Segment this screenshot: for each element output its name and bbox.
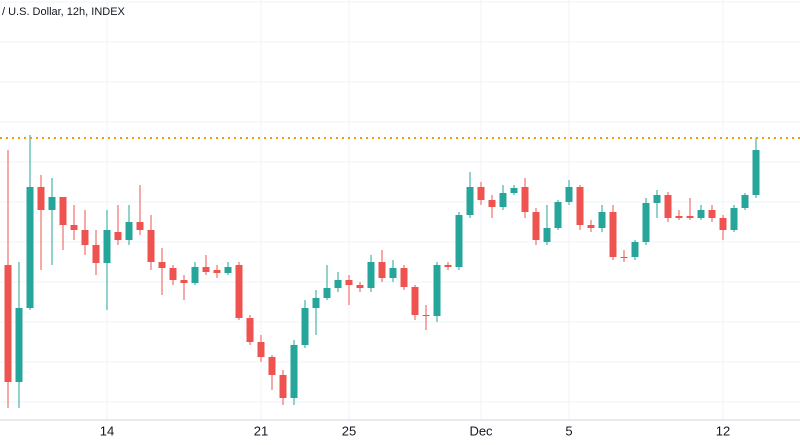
candle-body — [422, 315, 430, 316]
candle-body — [301, 308, 309, 345]
candle-body — [389, 268, 397, 278]
candle-body — [213, 270, 221, 273]
candle-body — [477, 187, 485, 200]
candle-body — [191, 267, 199, 283]
candle-body — [730, 208, 738, 230]
candle-body — [455, 215, 463, 267]
candle-body — [620, 257, 628, 258]
candle-body — [752, 150, 760, 195]
candle-body — [587, 225, 595, 228]
candle-body — [312, 298, 320, 308]
candle-body — [444, 265, 452, 267]
candle-body — [378, 262, 386, 278]
candle-body — [356, 285, 364, 288]
candle-body — [125, 222, 133, 240]
candle-body — [488, 200, 496, 207]
candle-body — [642, 203, 650, 242]
candle-body — [180, 280, 188, 283]
candle-body — [499, 193, 507, 207]
candle-body — [246, 318, 254, 342]
candle-body — [367, 262, 375, 288]
candle-body — [235, 265, 243, 318]
x-tick-label: Dec — [469, 423, 493, 438]
candle-body — [15, 308, 23, 382]
candle-body — [202, 267, 210, 272]
candle-body — [323, 288, 331, 298]
candle-body — [653, 195, 661, 203]
candle-body — [268, 357, 276, 375]
candle-body — [70, 225, 78, 230]
candle-body — [631, 242, 639, 257]
candle-body — [675, 216, 683, 218]
candle-body — [136, 222, 144, 230]
candle-body — [532, 212, 540, 240]
candle-body — [609, 212, 617, 257]
candle-body — [345, 280, 353, 285]
candle-body — [4, 265, 12, 382]
candle-body — [290, 345, 298, 398]
candle-body — [169, 268, 177, 280]
candle-body — [741, 195, 749, 208]
candle-body — [334, 280, 342, 288]
candle-body — [279, 375, 287, 398]
candle-body — [697, 210, 705, 218]
candle-body — [521, 187, 529, 212]
candle-body — [686, 216, 694, 218]
candle-body — [37, 187, 45, 210]
candle-body — [664, 195, 672, 218]
x-tick-label: 12 — [716, 423, 730, 438]
candle-body — [708, 210, 716, 218]
candle-body — [224, 267, 232, 273]
candle-body — [510, 188, 518, 193]
candle-body — [554, 202, 562, 228]
candle-body — [92, 245, 100, 263]
candle-body — [48, 197, 56, 210]
candle-body — [576, 187, 584, 225]
candle-body — [719, 218, 727, 230]
candle-body — [565, 187, 573, 202]
x-tick-label: 5 — [565, 423, 572, 438]
candle-body — [59, 197, 67, 225]
candle-body — [411, 287, 419, 315]
candle-body — [103, 230, 111, 263]
candle-body — [81, 230, 89, 245]
candle-body — [466, 187, 474, 215]
candle-body — [433, 265, 441, 316]
x-tick-label: 21 — [254, 423, 268, 438]
candle-body — [26, 187, 34, 308]
candle-body — [114, 232, 122, 240]
x-tick-label: 14 — [100, 423, 114, 438]
x-tick-label: 25 — [342, 423, 356, 438]
candle-body — [147, 230, 155, 262]
candles — [4, 135, 760, 408]
candle-body — [400, 268, 408, 287]
chart-title: / U.S. Dollar, 12h, INDEX — [2, 6, 126, 18]
candle-body — [543, 228, 551, 242]
candle-body — [598, 212, 606, 228]
candle-body — [158, 262, 166, 268]
candle-body — [257, 342, 265, 357]
